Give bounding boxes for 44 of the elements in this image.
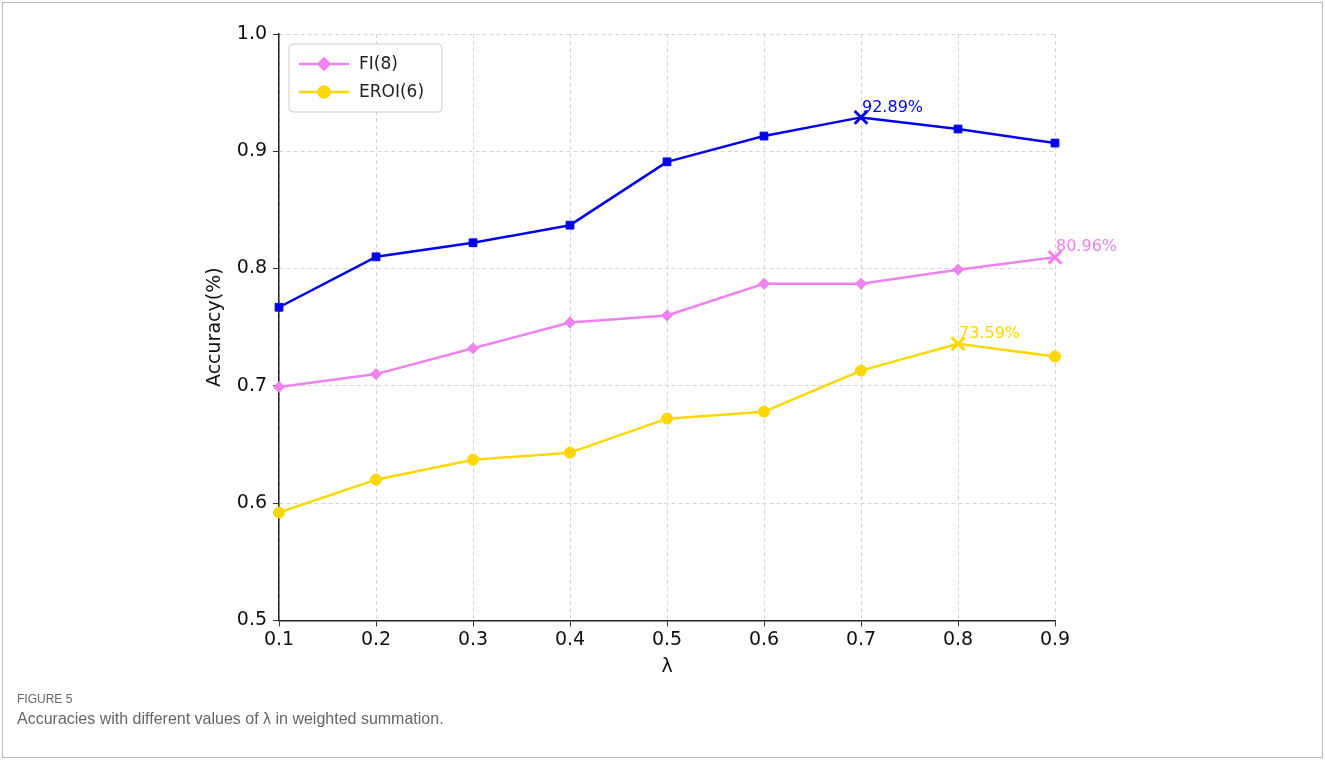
x-tick-label: 0.4	[554, 626, 586, 649]
annotation: 80.96%	[1056, 236, 1118, 256]
point	[662, 157, 672, 167]
x-tick-label: 0.9	[1039, 626, 1071, 649]
point	[565, 220, 575, 230]
point	[1050, 138, 1060, 148]
legend-label: FI(8)	[359, 53, 398, 74]
x-tick-label: 0.3	[457, 626, 489, 649]
point	[1049, 350, 1061, 363]
point	[467, 453, 480, 466]
point	[468, 238, 478, 248]
y-tick-label: 0.6	[236, 490, 268, 513]
point	[855, 364, 867, 377]
point	[370, 368, 383, 381]
point	[759, 131, 769, 141]
caption: FIGURE 5	[17, 692, 73, 706]
point	[855, 277, 867, 290]
y-tick-label: 0.9	[236, 138, 268, 161]
y-tick-label: 0.8	[236, 255, 268, 278]
point	[371, 252, 381, 262]
point	[661, 309, 674, 322]
y-axis-title: Accuracy(%)	[202, 267, 225, 388]
x-tick-label: 0.8	[942, 626, 974, 649]
point	[661, 412, 674, 425]
point	[370, 473, 383, 486]
x-axis-title: λ	[661, 653, 673, 676]
y-tick-label: 0.7	[236, 372, 268, 395]
point	[758, 405, 771, 418]
annotation: 73.59%	[959, 322, 1021, 342]
x-tick-label: 0.5	[651, 626, 683, 649]
point	[273, 381, 286, 394]
x-tick-label: 0.2	[360, 626, 392, 649]
point	[564, 446, 577, 459]
x-tick-label: 0.6	[748, 626, 780, 649]
point	[467, 342, 480, 355]
point	[273, 506, 286, 519]
point	[952, 263, 964, 276]
x-tick-label: 0.7	[845, 626, 877, 649]
annotation: 92.89%	[862, 96, 924, 116]
point	[953, 124, 963, 134]
legend-label: EROI(6)	[359, 81, 425, 102]
text: Accuracies with different values of λ in weighted summation.	[17, 710, 444, 728]
y-tick-label: 1.0	[236, 20, 268, 43]
point	[274, 302, 284, 312]
